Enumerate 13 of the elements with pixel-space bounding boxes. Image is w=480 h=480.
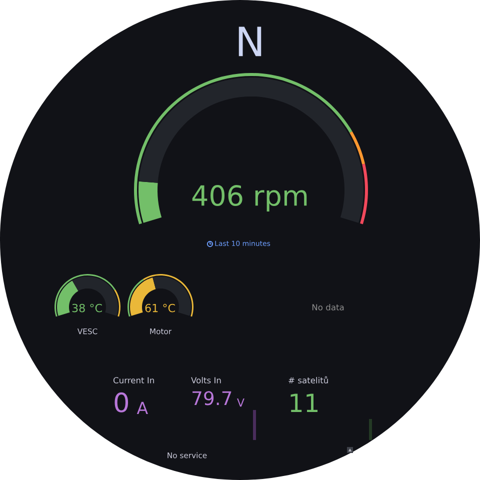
text: 406 rpm	[192, 185, 307, 212]
text: 79.7	[192, 391, 232, 406]
text: 61 °C	[145, 304, 175, 312]
text: No data	[312, 304, 344, 310]
text: A	[136, 402, 148, 414]
text: Current In	[113, 377, 154, 384]
text: 0	[114, 392, 128, 412]
text: 11	[290, 394, 318, 412]
text: V	[237, 398, 244, 407]
text: N	[238, 26, 262, 56]
text: Volts In	[191, 376, 221, 384]
text: 38 °C	[72, 304, 102, 312]
text: # satelitů	[288, 376, 328, 384]
